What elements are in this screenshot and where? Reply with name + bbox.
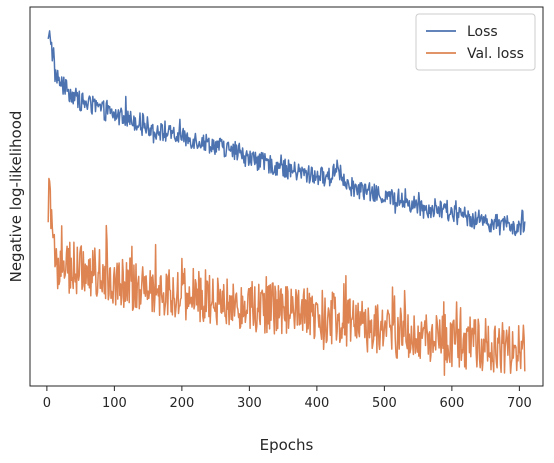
x-tick-label-0: 0: [43, 396, 51, 411]
legend-label-loss: Loss: [467, 24, 498, 40]
x-axis-label: Epochs: [260, 436, 314, 454]
x-tick-label-400: 400: [304, 396, 329, 411]
x-tick-label-600: 600: [439, 396, 464, 411]
plot-lines: [47, 30, 526, 376]
y-axis-label: Negative log-likelihood: [7, 111, 25, 283]
series-line-val-loss: [47, 177, 526, 376]
legend-box: [415, 13, 536, 71]
legend: Loss Val. loss: [415, 13, 536, 71]
x-tick-label-200: 200: [169, 396, 194, 411]
x-tick-label-700: 700: [507, 396, 532, 411]
legend-label-val-loss: Val. loss: [467, 46, 524, 62]
x-tick-label-100: 100: [102, 396, 127, 411]
x-tick-label-300: 300: [237, 396, 262, 411]
plot-frame: [29, 6, 544, 387]
series-line-loss: [47, 30, 526, 237]
x-tick-label-500: 500: [372, 396, 397, 411]
x-axis: 0 100 200 300 400 500 600 700: [43, 386, 532, 411]
